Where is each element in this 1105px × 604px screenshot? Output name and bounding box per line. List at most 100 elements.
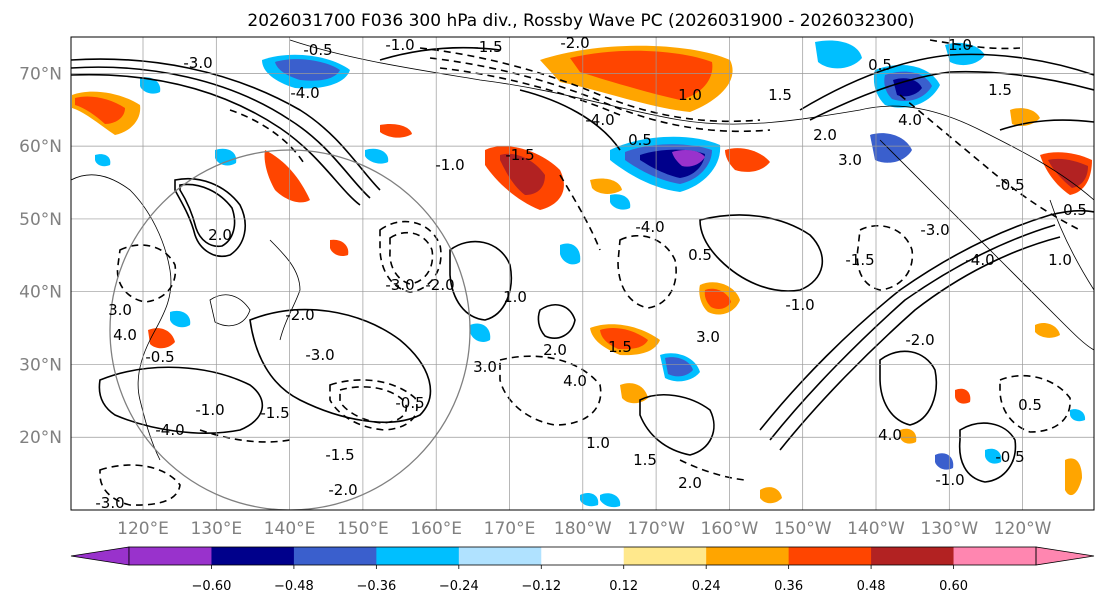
contour-label: -4.0 [155,421,184,439]
colorbar-tick-label: −0.60 [192,579,232,594]
colorbar-segment [953,547,1037,565]
contour-label: -3.0 [305,346,334,364]
contour-label: -2.0 [560,34,589,52]
lon-label: 160°E [410,519,462,539]
contour-label: -4.0 [965,251,994,269]
longitude-labels: 120°E 130°E 140°E 150°E 160°E 170°E 180°W 170°W… [117,519,1052,539]
lat-label: 30°N [19,355,62,375]
contours-negative [99,39,1081,506]
lon-label: 150°W [774,519,832,539]
contour-label: 3.0 [473,358,497,376]
lon-label: 120°W [994,519,1052,539]
divergence-shading [72,45,1092,504]
colorbar-tick-label: −0.36 [356,579,396,594]
colorbar-segment [706,547,790,565]
latitude-labels: 70°N 60°N 50°N 40°N 30°N 20°N [19,64,62,448]
contour-label: 1.0 [948,36,972,54]
colorbar-segment [211,547,295,565]
lon-label: 120°E [117,519,169,539]
colorbar-segment [623,547,707,565]
colorbar [70,546,1095,566]
contour-label: -0.5 [145,348,174,366]
colorbar-segment [293,547,377,565]
contour-label: -0.5 [995,176,1024,194]
contour-label: -1.0 [435,156,464,174]
contour-label: 4.0 [113,326,137,344]
contour-label: -0.5 [303,41,332,59]
lon-label: 140°E [264,519,316,539]
lon-label: 130°E [190,519,242,539]
contour-label: -3.0 [385,276,414,294]
contour-label: -2.0 [425,276,454,294]
colorbar-extend-max [1035,546,1095,566]
contour-label: -1.5 [473,38,502,56]
contour-label: -1.0 [935,471,964,489]
contour-label: -1.5 [845,251,874,269]
contour-label: -3.0 [95,494,124,512]
colorbar-tick-label: 0.24 [692,579,721,594]
lon-label: 170°E [484,519,536,539]
coastlines [71,39,1094,461]
lat-label: 40°N [19,283,62,303]
contour-label: 2.0 [208,226,232,244]
lat-label: 50°N [19,210,62,230]
lon-label: 150°E [337,519,389,539]
colorbar-tick-label: −0.48 [274,579,314,594]
contour-label: 2.0 [813,126,837,144]
colorbar-extend-min [70,546,130,566]
contour-label: 0.5 [1063,201,1087,219]
contours-positive [71,46,1094,483]
contour-label: 4.0 [878,426,902,444]
colorbar-segment [376,547,460,565]
contour-label: -0.5 [395,394,424,412]
contour-label: 1.0 [1048,251,1072,269]
colorbar-segment [871,547,955,565]
lat-label: 60°N [19,137,62,157]
lon-label: 140°W [847,519,905,539]
colorbar-tick-label: 0.12 [609,579,638,594]
contour-label: 1.0 [503,288,527,306]
colorbar-tick-label: 0.36 [774,579,803,594]
lon-label: 180°W [554,519,612,539]
contour-label: 2.0 [678,474,702,492]
colorbar-segment [458,547,542,565]
contour-label: -1.5 [325,446,354,464]
lon-label: 160°W [701,519,759,539]
contour-label: -1.5 [260,404,289,422]
contour-label: -2.0 [285,306,314,324]
contour-label: 1.0 [586,434,610,452]
contour-label: -3.0 [183,54,212,72]
reference-circle [109,149,471,510]
contour-label: -1.0 [785,296,814,314]
colorbar-ticks: −0.60 −0.48 −0.36 −0.24 −0.12 0.12 0.24 0.36 0.4… [192,565,968,594]
lat-label: 70°N [19,64,62,84]
contour-label: 0.5 [688,246,712,264]
lat-lon-grid [71,37,1094,510]
contour-label: 3.0 [108,301,132,319]
map-frame [70,36,1095,511]
contour-label: 0.5 [628,131,652,149]
contour-label: 1.5 [608,338,632,356]
contour-label: -4.0 [635,218,664,236]
contour-label: 2.0 [543,341,567,359]
contour-label: 0.5 [868,56,892,74]
contour-label: -4.0 [290,84,319,102]
contour-label: -3.0 [920,221,949,239]
contour-label: -4.0 [585,111,614,129]
contour-label: 1.5 [633,451,657,469]
contour-labels: -0.5 -1.0 -1.5 -2.0 -3.0 -4.0 0.5 1.0 1.5 2.0 3.0 4… [95,34,1087,512]
contour-label: 3.0 [696,328,720,346]
contour-label: -0.5 [995,448,1024,466]
contour-label: -1.0 [195,401,224,419]
contour-label: 0.5 [1018,396,1042,414]
plot-title: 2026031700 F036 300 hPa div., Rossby Wav… [247,11,914,31]
colorbar-tick-label: −0.12 [521,579,561,594]
contour-label: 1.5 [768,86,792,104]
colorbar-frame [128,546,1037,566]
lon-label: 130°W [920,519,978,539]
contour-label: 1.5 [988,81,1012,99]
colorbar-segment [788,547,872,565]
contour-label: 1.0 [678,86,702,104]
map-panel: -0.5 -1.0 -1.5 -2.0 -3.0 -4.0 0.5 1.0 1.5 2.0 3.0 4… [70,34,1095,512]
